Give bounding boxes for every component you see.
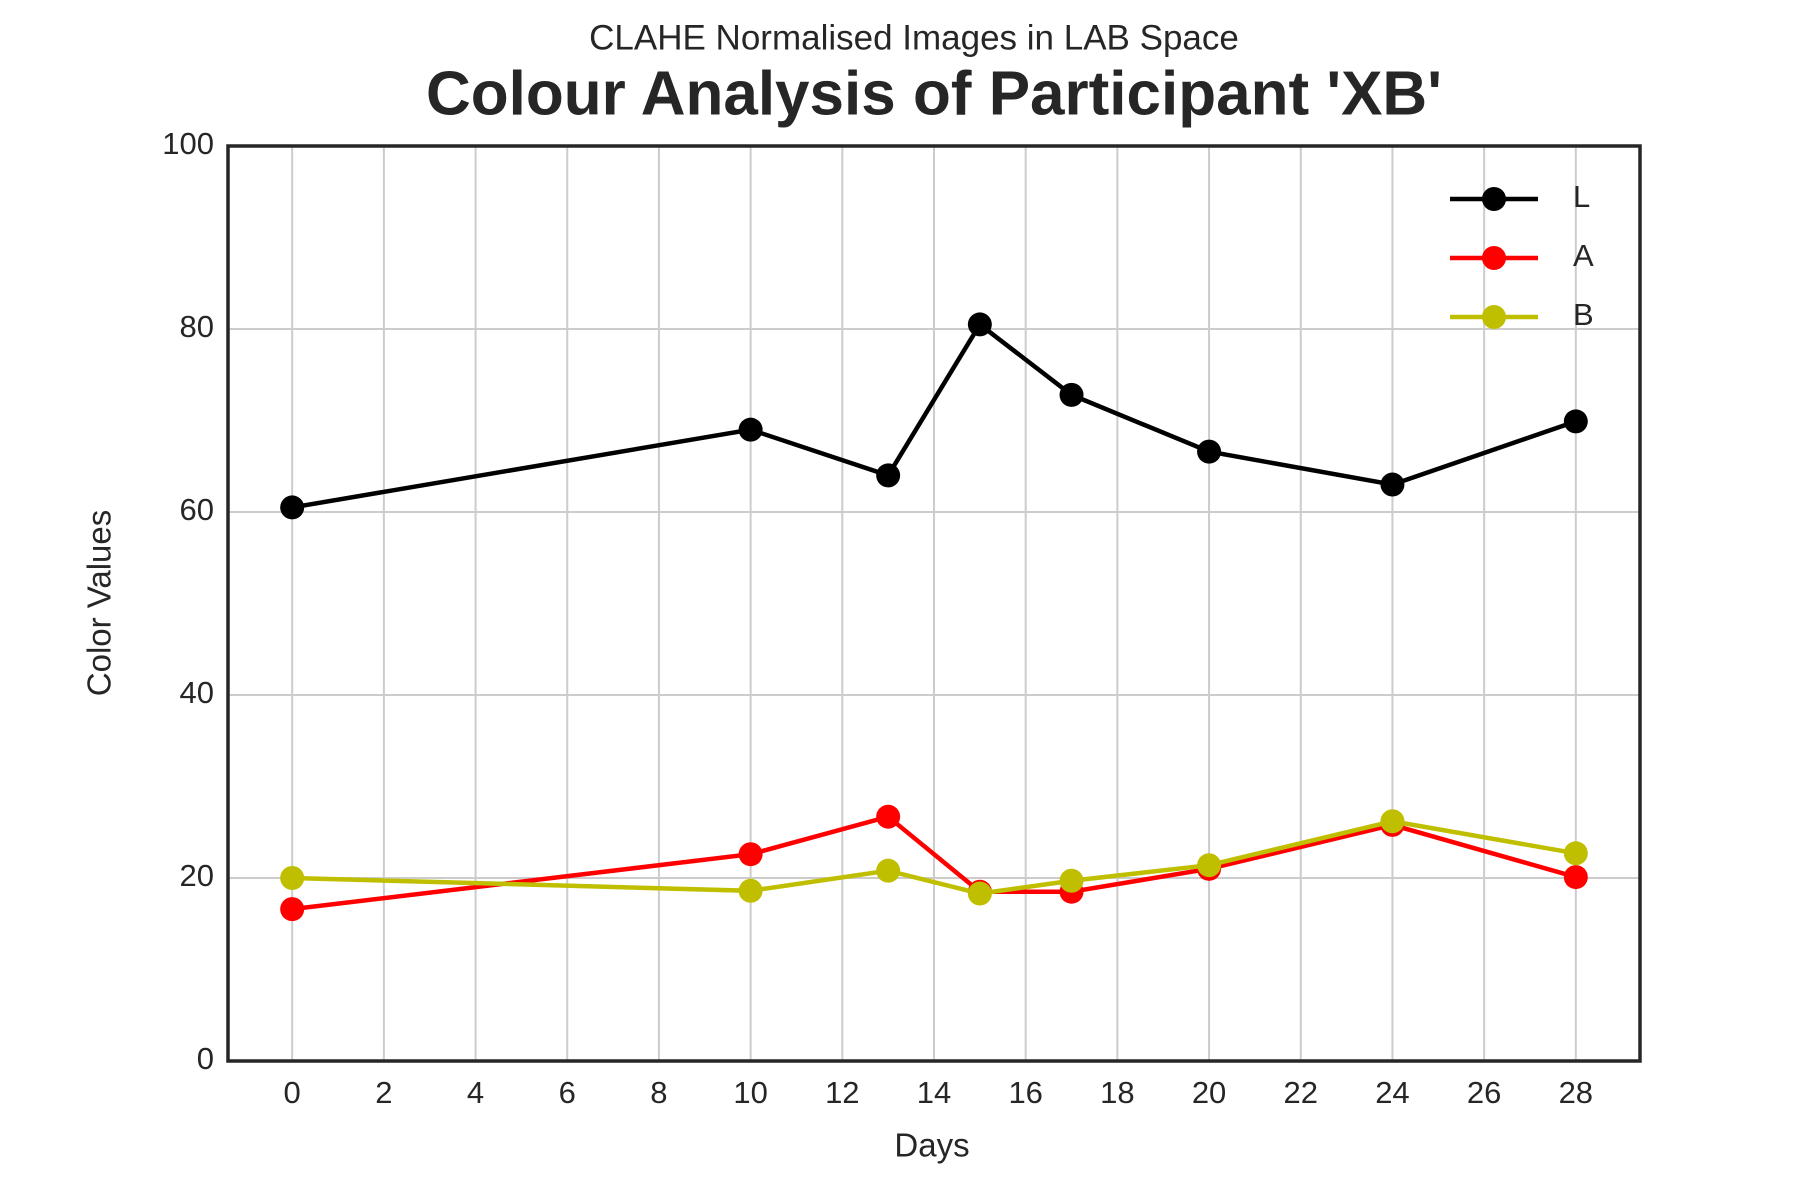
x-tick-label: 8: [650, 1075, 667, 1110]
legend-marker: [1482, 246, 1506, 270]
data-point: [1059, 868, 1084, 893]
data-point: [280, 897, 305, 922]
data-point: [1563, 409, 1588, 434]
x-tick-label: 20: [1192, 1075, 1226, 1110]
y-tick-label: 80: [180, 309, 214, 344]
plot-frame: [226, 144, 1642, 1063]
data-point: [1197, 853, 1222, 878]
data-point: [1563, 841, 1588, 866]
chart-title: Colour Analysis of Participant 'XB': [426, 59, 1442, 128]
chart-subtitle: CLAHE Normalised Images in LAB Space: [589, 18, 1239, 57]
y-axis-label: Color Values: [81, 510, 118, 696]
y-tick-label: 40: [180, 675, 214, 710]
legend-marker: [1482, 187, 1506, 211]
legend: LAB: [1450, 179, 1594, 332]
x-tick-label: 14: [917, 1075, 951, 1110]
data-point: [1380, 809, 1405, 834]
legend-label: B: [1573, 297, 1594, 332]
data-point: [1380, 472, 1405, 497]
x-tick-label: 24: [1375, 1075, 1409, 1110]
legend-label: L: [1573, 179, 1590, 214]
x-tick-label: 22: [1284, 1075, 1318, 1110]
data-point: [967, 312, 992, 337]
x-tick-label: 4: [467, 1075, 484, 1110]
data-point: [1059, 382, 1084, 407]
data-point: [1197, 439, 1222, 464]
y-tick-label: 0: [197, 1041, 214, 1076]
x-tick-label: 6: [559, 1075, 576, 1110]
legend-label: A: [1573, 238, 1594, 273]
x-tick-label: 16: [1008, 1075, 1042, 1110]
x-axis-label: Days: [894, 1127, 969, 1164]
series-line: [292, 818, 1577, 896]
y-tick-label: 60: [180, 492, 214, 527]
data-point: [738, 842, 763, 867]
data-point: [738, 878, 763, 903]
data-point: [1563, 865, 1588, 890]
data-point: [967, 881, 992, 906]
x-tick-label: 12: [825, 1075, 859, 1110]
data-point: [876, 858, 901, 883]
x-tick-label: 10: [733, 1075, 767, 1110]
series-line: [291, 814, 1577, 912]
data-point: [876, 804, 901, 829]
y-tick-label: 100: [162, 126, 214, 161]
y-tick-label: 20: [180, 858, 214, 893]
legend-marker: [1482, 305, 1506, 329]
data-point: [280, 866, 305, 890]
data-point: [280, 495, 305, 520]
x-tick-label: 18: [1100, 1075, 1134, 1110]
series-line: [291, 321, 1577, 510]
x-tick-label: 2: [375, 1075, 392, 1110]
data-point: [876, 463, 901, 488]
x-tick-label: 28: [1559, 1075, 1593, 1110]
x-tick-label: 26: [1467, 1075, 1501, 1110]
data-point: [738, 417, 763, 442]
x-tick-label: 0: [284, 1075, 301, 1110]
